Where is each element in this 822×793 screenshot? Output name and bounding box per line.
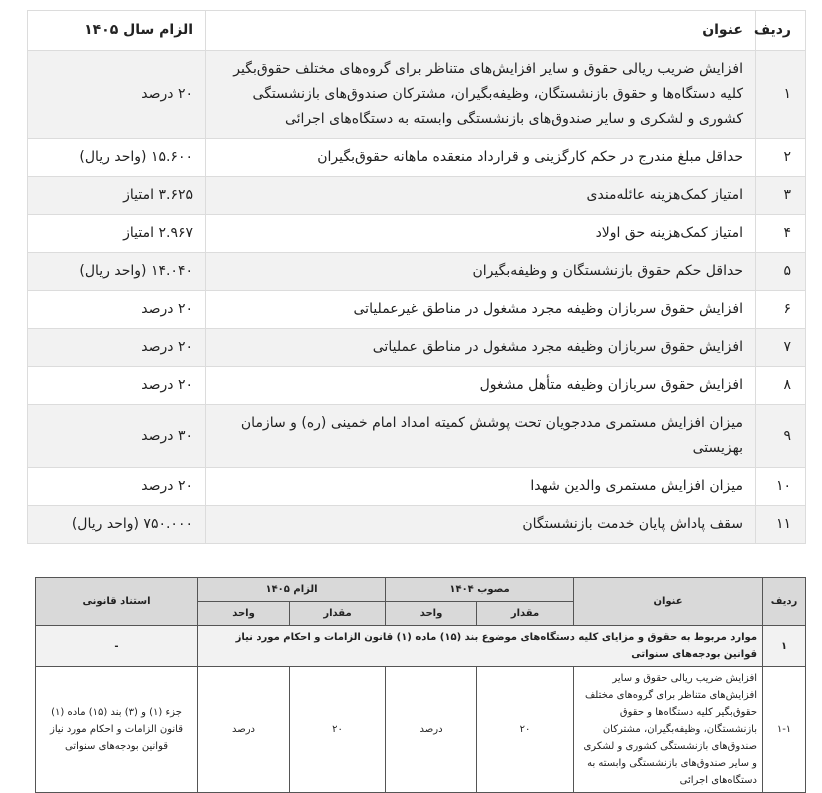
table-row: ۹ میزان افزایش مستمری مددجویان تحت پوشش ک… bbox=[27, 404, 806, 468]
table-row: ۶ افزایش حقوق سربازان وظیفه مجرد مشغول در… bbox=[27, 290, 806, 329]
subheader: واحد bbox=[385, 601, 478, 626]
cell-title: حداقل مبلغ مندرج در حکم کارگزینی و قرارد… bbox=[205, 138, 756, 177]
table-row: ۳ امتیاز کمک‌هزینه عائله‌مندی ۳.۶۲۵ امتیاز bbox=[27, 176, 806, 215]
cell-row-number: ۵ bbox=[755, 252, 806, 291]
cell-row-number: ۳ bbox=[755, 176, 806, 215]
cell-row-number: ۲ bbox=[755, 138, 806, 177]
cell-title: افزایش حقوق سربازان وظیفه متأهل مشغول bbox=[205, 366, 756, 405]
cell-row-number: ۴ bbox=[755, 214, 806, 253]
header-row-number: ردیف bbox=[762, 577, 807, 626]
cell-value: ۳۰ درصد bbox=[27, 404, 206, 468]
page: html, body { margin: 0; padding: 0; } bo… bbox=[27, 10, 807, 793]
adjustments-table: ردیف عنوان الزام سال ۱۴۰۵ ۱ افزایش ضریب ریال… bbox=[27, 10, 806, 544]
header-required: الزام ۱۴۰۵ bbox=[196, 577, 387, 602]
subheader-row: مقدار واحد مقدار واحد bbox=[36, 601, 806, 626]
cell-title: افزایش ضریب ریالی حقوق و سایر افزایش‌های… bbox=[573, 666, 764, 793]
header-legal-basis: استناد قانونی bbox=[35, 577, 198, 626]
table-row: ۲ حداقل مبلغ مندرج در حکم کارگزینی و قرار… bbox=[27, 138, 806, 177]
cell-value: ۱۴.۰۴۰ (واحد ریال) bbox=[27, 252, 206, 291]
header-row: ردیف عنوان مصوب ۱۴۰۴ الزام ۱۴۰۵ استناد قانون… bbox=[35, 577, 807, 626]
cell-value: ۲۰ درصد bbox=[27, 290, 206, 329]
table-row: ۵ حداقل حکم حقوق بازنشستگان و وظیفه‌بگیرا… bbox=[27, 252, 806, 291]
cell-row-number: ۱۱ bbox=[755, 505, 806, 544]
cell-approved-amount: ۲۰ bbox=[476, 666, 575, 793]
header-title: عنوان bbox=[205, 10, 756, 51]
cell-row-number: ۶ bbox=[755, 290, 806, 329]
cell-value: ۲۰ درصد bbox=[27, 50, 206, 139]
cell-required-unit: درصد bbox=[196, 666, 291, 793]
cell-value: ۷۵۰.۰۰۰ (واحد ریال) bbox=[27, 505, 206, 544]
cell-row-number: ۸ bbox=[755, 366, 806, 405]
table-row: ۸ افزایش حقوق سربازان وظیفه متأهل مشغول ۲۰… bbox=[27, 366, 806, 405]
cell-row-number: ۱ bbox=[762, 625, 807, 667]
cell-title: افزایش حقوق سربازان وظیفه مجرد مشغول در … bbox=[205, 328, 756, 367]
cell-value: ۲۰ درصد bbox=[27, 467, 206, 506]
cell-title: میزان افزایش مستمری والدین شهدا bbox=[205, 467, 756, 506]
cell-value: ۲۰ درصد bbox=[27, 328, 206, 367]
table-row: ۷ افزایش حقوق سربازان وظیفه مجرد مشغول در… bbox=[27, 328, 806, 367]
cell-title: موارد مربوط به حقوق و مزایای کلیه دستگاه… bbox=[196, 625, 764, 667]
header-row-number: ردیف bbox=[754, 10, 806, 51]
page-body: {"table1": { "header": ["ردیف", "عنوان",… bbox=[27, 10, 807, 793]
header-title: عنوان bbox=[573, 577, 764, 626]
cell-approved-unit: درصد bbox=[385, 666, 478, 793]
cell-title: امتیاز کمک‌هزینه حق اولاد bbox=[205, 214, 756, 253]
header-approved: مصوب ۱۴۰۴ bbox=[385, 577, 575, 602]
cell-legal-basis: - bbox=[35, 625, 198, 667]
cell-row-number: ۱ bbox=[755, 50, 806, 139]
cell-title: سقف پاداش پایان خدمت بازنشستگان bbox=[205, 505, 756, 544]
cell-value: ۲۰ درصد bbox=[27, 366, 206, 405]
cell-row-number: ۱۰ bbox=[755, 467, 806, 506]
table-row: ۱۰ میزان افزایش مستمری والدین شهدا ۲۰ درصد bbox=[27, 467, 806, 506]
subheader: مقدار bbox=[289, 601, 387, 626]
cell-row-number: ۱-۱ bbox=[762, 666, 807, 793]
subheader: مقدار bbox=[476, 601, 575, 626]
table-row: ۱۱ سقف پاداش پایان خدمت بازنشستگان ۷۵۰.۰۰۰… bbox=[27, 505, 806, 544]
header-row: ردیف عنوان الزام سال ۱۴۰۵ bbox=[27, 10, 806, 51]
cell-title: میزان افزایش مستمری مددجویان تحت پوشش کم… bbox=[205, 404, 756, 468]
cell-value: ۱۵.۶۰۰ (واحد ریال) bbox=[27, 138, 206, 177]
cell-value: ۲.۹۶۷ امتیاز bbox=[27, 214, 206, 253]
subheader: واحد bbox=[196, 601, 291, 626]
table-row: ۱ افزایش ضریب ریالی حقوق و سایر افزایش‌ها… bbox=[27, 50, 806, 139]
cell-title: افزایش ضریب ریالی حقوق و سایر افزایش‌های… bbox=[205, 50, 756, 139]
cell-required-amount: ۲۰ bbox=[289, 666, 387, 793]
cell-row-number: ۷ bbox=[755, 328, 806, 367]
cell-title: امتیاز کمک‌هزینه عائله‌مندی bbox=[205, 176, 756, 215]
section-row: ۱ موارد مربوط به حقوق و مزایای کلیه دستگا… bbox=[35, 625, 807, 667]
cell-title: افزایش حقوق سربازان وظیفه مجرد مشغول در … bbox=[205, 290, 756, 329]
legal-basis-table: ردیف عنوان مصوب ۱۴۰۴ الزام ۱۴۰۵ استناد قانون… bbox=[35, 577, 807, 793]
cell-legal-basis: جزء (۱) و (۳) بند (۱۵) ماده (۱) قانون ال… bbox=[35, 666, 198, 793]
table-row: ۱-۱ افزایش ضریب ریالی حقوق و سایر افزایش‌… bbox=[35, 666, 807, 793]
cell-row-number: ۹ bbox=[755, 404, 806, 468]
cell-value: ۳.۶۲۵ امتیاز bbox=[27, 176, 206, 215]
table-row: ۴ امتیاز کمک‌هزینه حق اولاد ۲.۹۶۷ امتیاز bbox=[27, 214, 806, 253]
cell-title: حداقل حکم حقوق بازنشستگان و وظیفه‌بگیران bbox=[205, 252, 756, 291]
header-value: الزام سال ۱۴۰۵ bbox=[27, 10, 206, 51]
